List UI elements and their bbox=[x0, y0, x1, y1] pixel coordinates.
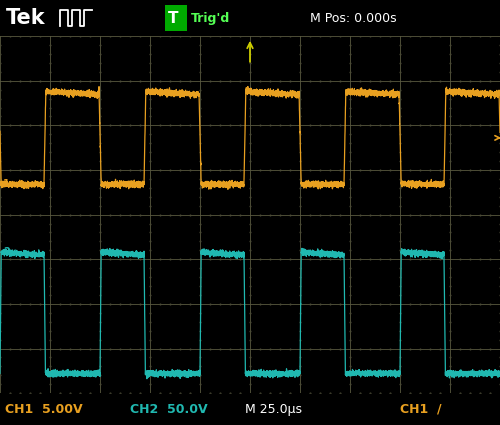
Bar bbox=[165, 5, 187, 31]
Text: 2→: 2→ bbox=[3, 247, 18, 257]
Text: T: T bbox=[168, 11, 178, 26]
Text: M Pos: 0.000s: M Pos: 0.000s bbox=[310, 11, 396, 25]
Text: CH1  5.00V: CH1 5.00V bbox=[5, 402, 82, 416]
Text: M 25.0μs: M 25.0μs bbox=[245, 402, 302, 416]
Text: CH1  /: CH1 / bbox=[400, 402, 442, 416]
Text: Trig'd: Trig'd bbox=[191, 11, 230, 25]
Text: CH2  50.0V: CH2 50.0V bbox=[130, 402, 208, 416]
Text: 1→: 1→ bbox=[3, 179, 18, 189]
Text: Tek: Tek bbox=[6, 8, 46, 28]
